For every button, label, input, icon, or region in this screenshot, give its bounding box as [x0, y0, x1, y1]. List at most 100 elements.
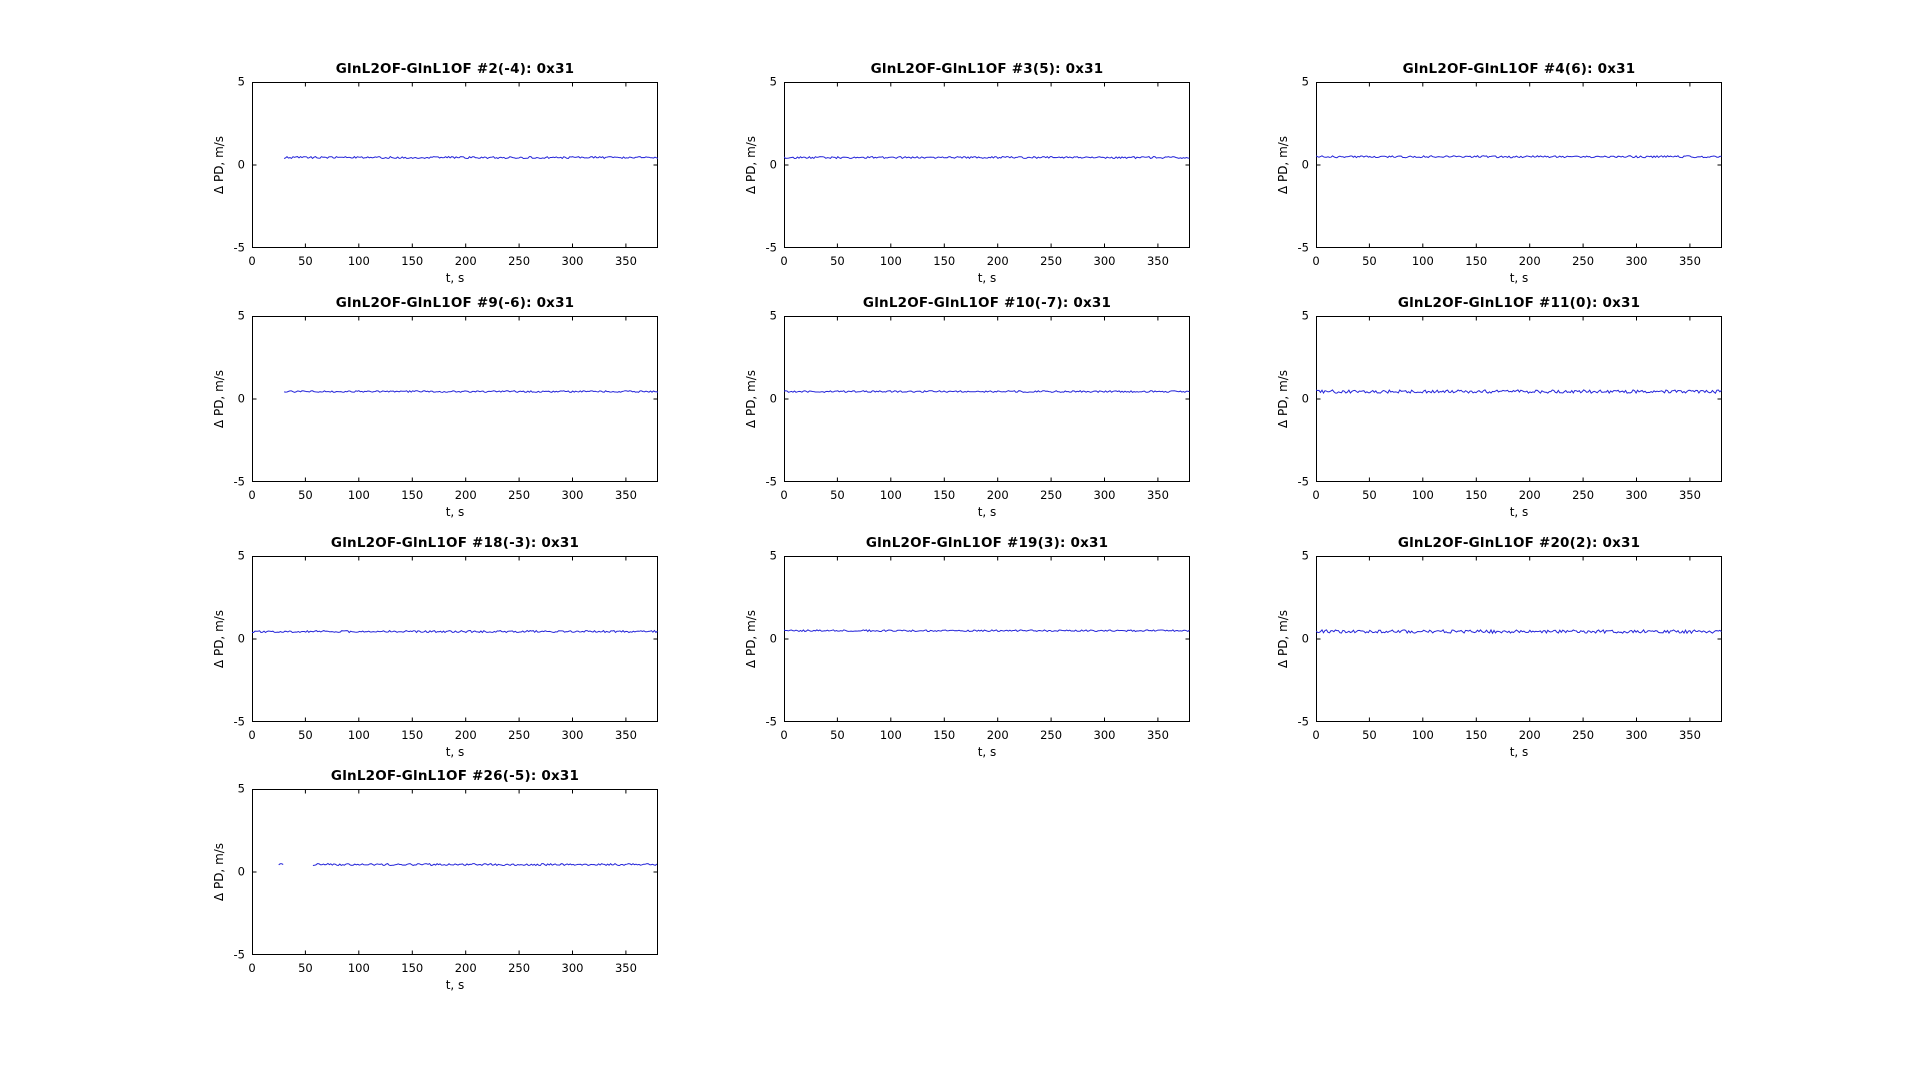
- x-tick-label: 200: [1518, 488, 1541, 502]
- y-tick-label: 0: [769, 157, 777, 172]
- signal-trace-svg: [252, 556, 658, 722]
- x-tick-label: 100: [347, 961, 370, 975]
- axis-tick-marks: [784, 556, 1190, 722]
- y-tick-label: 0: [237, 864, 245, 879]
- x-tick-label: 150: [1465, 728, 1488, 742]
- x-tick-label: 350: [1678, 728, 1701, 742]
- y-tick-label: -5: [1297, 240, 1309, 255]
- delta-pd-line: [312, 862, 658, 867]
- x-tick-label: 50: [298, 728, 313, 742]
- y-tick-label: 5: [1301, 74, 1309, 89]
- x-tick-label: 100: [1411, 488, 1434, 502]
- x-tick-label: 100: [879, 254, 902, 268]
- axis-tick-marks: [784, 82, 1190, 248]
- x-tick-label: 50: [298, 961, 313, 975]
- delta-pd-line: [283, 155, 658, 160]
- plot-area: [1316, 82, 1722, 248]
- x-tick-label: 0: [780, 488, 788, 502]
- x-tick-label: 350: [1146, 488, 1169, 502]
- y-tick-label: -5: [765, 474, 777, 489]
- y-tick-label: -5: [1297, 474, 1309, 489]
- subplot-title: GlnL2OF-GlnL1OF #4(6): 0x31: [1402, 61, 1636, 77]
- y-axis-label: Δ PD, m/s: [744, 609, 758, 669]
- y-tick-label: 5: [237, 308, 245, 323]
- x-axis-label: t, s: [977, 505, 997, 519]
- delta-pd-line: [784, 629, 1190, 633]
- subplot: GlnL2OF-GlnL1OF #10(-7): 0x31 Δ PD, m/s 5 0…: [744, 295, 1190, 519]
- x-tick-label: 0: [248, 961, 256, 975]
- x-tick-label: 250: [1572, 254, 1595, 268]
- y-axis-label: Δ PD, m/s: [1276, 369, 1290, 429]
- x-tick-label: 200: [986, 254, 1009, 268]
- y-tick-label: -5: [233, 947, 245, 962]
- subplot: GlnL2OF-GlnL1OF #20(2): 0x31 Δ PD, m/s 5 0-…: [1276, 535, 1722, 759]
- x-tick-label: 100: [879, 488, 902, 502]
- x-tick-label: 200: [454, 254, 477, 268]
- x-tick-label: 350: [614, 728, 637, 742]
- plot-area: [252, 82, 658, 248]
- y-tick-label: 5: [237, 548, 245, 563]
- x-tick-label: 250: [1572, 728, 1595, 742]
- y-tick-label: 0: [1301, 391, 1309, 406]
- x-tick-label: 250: [1040, 728, 1063, 742]
- x-tick-label: 300: [561, 728, 584, 742]
- y-axis-label: Δ PD, m/s: [744, 135, 758, 195]
- signal-trace-svg: [252, 82, 658, 248]
- x-axis-label: t, s: [1509, 271, 1529, 285]
- x-tick-label: 150: [933, 488, 956, 502]
- plot-area: [784, 316, 1190, 482]
- x-tick-label: 350: [1678, 254, 1701, 268]
- subplot: GlnL2OF-GlnL1OF #9(-6): 0x31 Δ PD, m/s 5 0-…: [212, 295, 658, 519]
- axis-tick-marks: [252, 82, 658, 248]
- x-tick-label: 150: [1465, 254, 1488, 268]
- x-tick-label: 200: [1518, 728, 1541, 742]
- plot-area: [784, 82, 1190, 248]
- delta-pd-line: [784, 390, 1190, 394]
- delta-pd-line: [278, 863, 284, 866]
- y-axis-label: Δ PD, m/s: [1276, 609, 1290, 669]
- delta-pd-line: [784, 155, 1190, 160]
- y-tick-label: 0: [1301, 157, 1309, 172]
- x-tick-label: 300: [561, 488, 584, 502]
- x-tick-label: 350: [614, 488, 637, 502]
- x-tick-label: 100: [879, 728, 902, 742]
- y-tick-label: -5: [233, 240, 245, 255]
- x-axis-label: t, s: [977, 271, 997, 285]
- x-tick-label: 350: [614, 254, 637, 268]
- x-tick-label: 0: [780, 254, 788, 268]
- subplot: GlnL2OF-GlnL1OF #26(-5): 0x31 Δ PD, m/s 5 0…: [212, 768, 658, 992]
- subplot-title: GlnL2OF-GlnL1OF #10(-7): 0x31: [862, 295, 1112, 311]
- subplot-title: GlnL2OF-GlnL1OF #11(0): 0x31: [1397, 295, 1641, 311]
- y-tick-label: -5: [765, 240, 777, 255]
- delta-pd-line: [252, 629, 658, 634]
- x-tick-label: 350: [1146, 254, 1169, 268]
- subplot-title: GlnL2OF-GlnL1OF #19(3): 0x31: [865, 535, 1109, 551]
- x-tick-label: 200: [454, 728, 477, 742]
- plot-area: [252, 316, 658, 482]
- x-tick-label: 150: [401, 488, 424, 502]
- signal-trace-svg: [784, 556, 1190, 722]
- signal-trace-svg: [784, 316, 1190, 482]
- x-tick-label: 250: [1040, 488, 1063, 502]
- signal-trace-svg: [1316, 316, 1722, 482]
- y-axis-label: Δ PD, m/s: [212, 369, 226, 429]
- y-tick-label: 5: [237, 781, 245, 796]
- delta-pd-line: [1316, 628, 1722, 635]
- x-tick-label: 300: [1093, 254, 1116, 268]
- x-tick-label: 350: [1146, 728, 1169, 742]
- x-tick-label: 50: [298, 488, 313, 502]
- subplot: GlnL2OF-GlnL1OF #19(3): 0x31 Δ PD, m/s 5 0-…: [744, 535, 1190, 759]
- y-tick-label: -5: [1297, 714, 1309, 729]
- axis-tick-marks: [1316, 316, 1722, 482]
- x-axis-label: t, s: [445, 505, 465, 519]
- x-tick-label: 0: [1312, 254, 1320, 268]
- plot-area: [784, 556, 1190, 722]
- x-tick-label: 50: [1362, 488, 1377, 502]
- x-tick-label: 50: [298, 254, 313, 268]
- subplot-title: GlnL2OF-GlnL1OF #20(2): 0x31: [1397, 535, 1641, 551]
- x-tick-label: 100: [347, 488, 370, 502]
- subplot: GlnL2OF-GlnL1OF #11(0): 0x31 Δ PD, m/s 5 0 -…: [1276, 295, 1722, 519]
- plot-area: [252, 789, 658, 955]
- x-tick-label: 100: [347, 254, 370, 268]
